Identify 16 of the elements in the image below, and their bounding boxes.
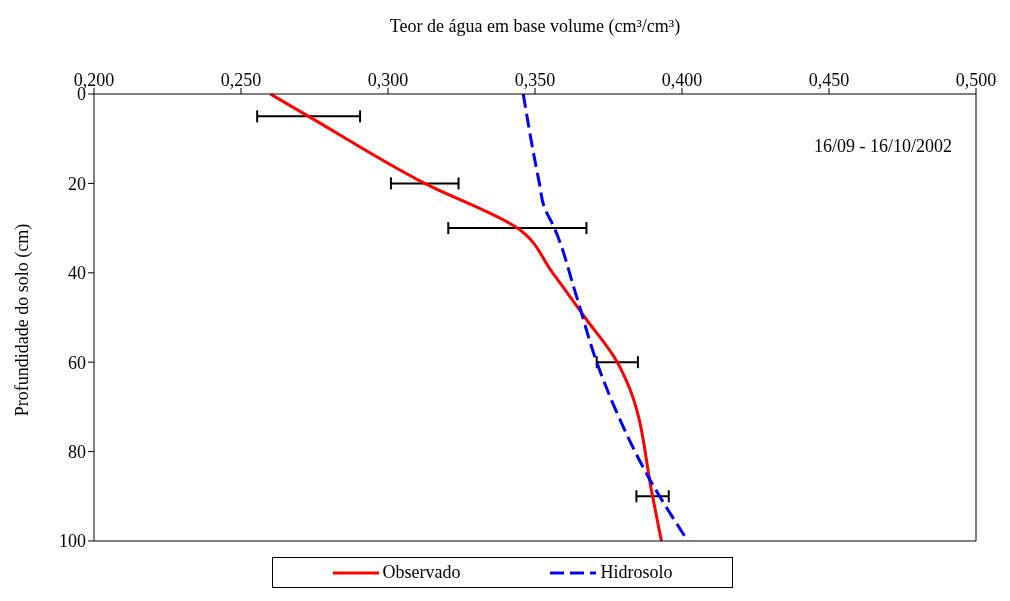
- x-tick-label: 0,500: [955, 70, 997, 90]
- y-tick-label: 40: [68, 263, 86, 284]
- y-tick-label: 100: [59, 531, 86, 552]
- annotation: 16/09 - 16/10/2002: [814, 136, 952, 157]
- x-tick-label: 0,450: [808, 70, 850, 90]
- legend-label: Observado: [382, 562, 461, 583]
- x-tick-label: 0,400: [661, 70, 703, 90]
- y-tick-label: 80: [68, 441, 86, 462]
- y-axis-title: Profundidade do solo (cm): [11, 223, 33, 417]
- y-tick-label: 20: [68, 173, 86, 194]
- y-tick-label: 60: [68, 352, 86, 373]
- x-tick-label: 0,300: [367, 70, 409, 90]
- x-axis-title: Teor de água em base volume (cm³/cm³): [388, 16, 682, 37]
- legend-label: Hidrosolo: [600, 562, 673, 583]
- x-tick-label: 0,250: [220, 70, 262, 90]
- x-tick-label: 0,350: [514, 70, 556, 90]
